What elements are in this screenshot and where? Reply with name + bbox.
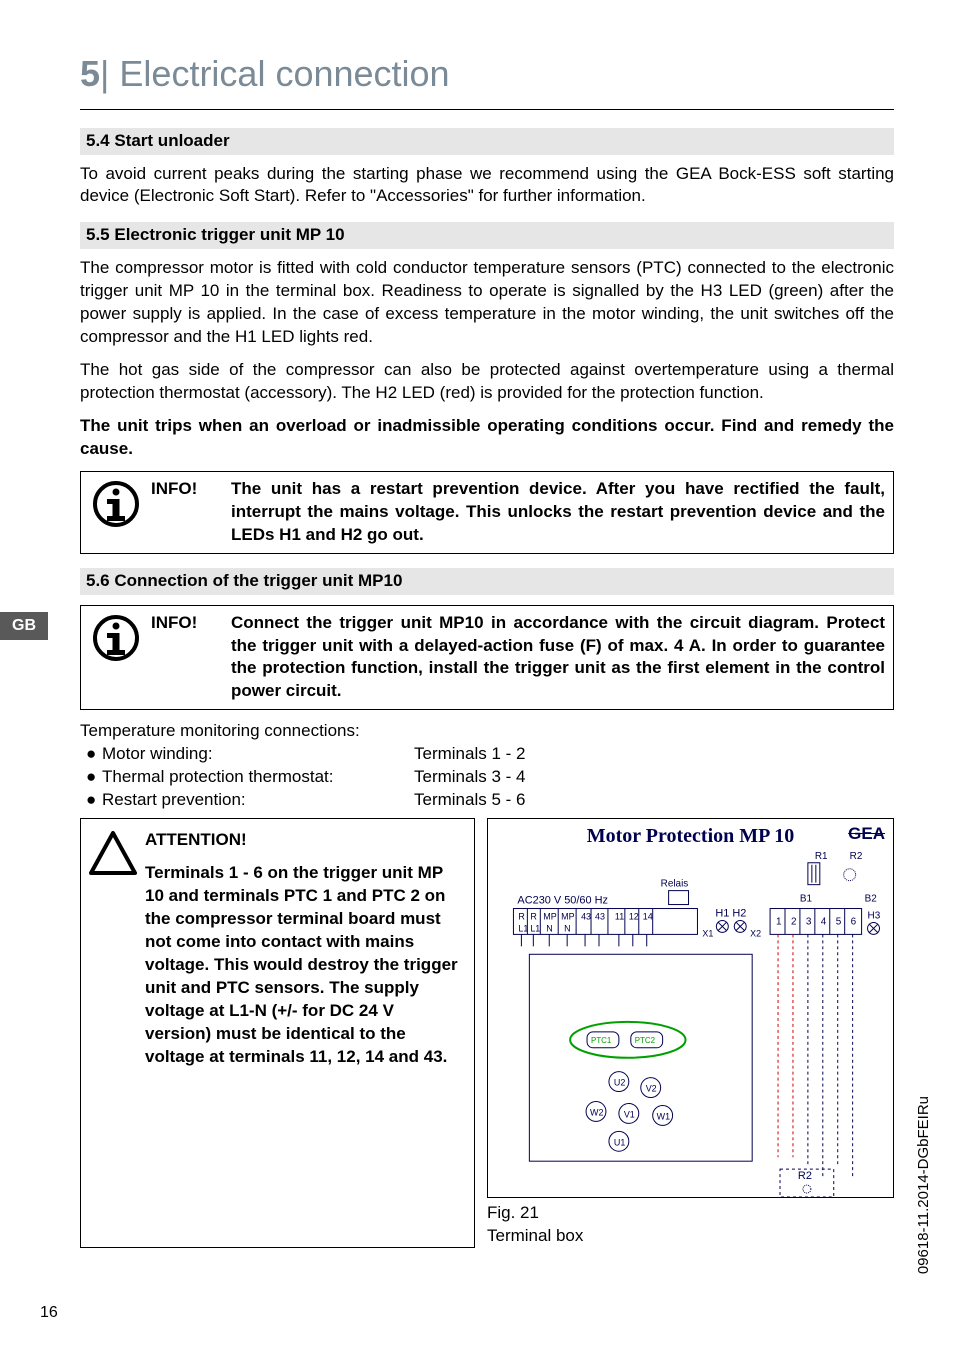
connection-row: ● Motor winding: Terminals 1 - 2 (80, 743, 894, 766)
section-5-4-body: To avoid current peaks during the starti… (80, 163, 894, 209)
gea-logo: GEA (848, 823, 885, 846)
connection-value: Terminals 3 - 4 (414, 766, 525, 789)
svg-text:2: 2 (791, 917, 797, 928)
connection-row: ● Restart prevention: Terminals 5 - 6 (80, 789, 894, 812)
svg-text:B2: B2 (865, 894, 878, 905)
bullet-icon: ● (80, 789, 102, 812)
svg-text:5: 5 (836, 917, 842, 928)
section-5-5-heading: 5.5 Electronic trigger unit MP 10 (80, 222, 894, 249)
attention-title: ATTENTION! (145, 829, 460, 852)
chapter-name: Electrical connection (119, 53, 449, 94)
chapter-bar: | (100, 53, 109, 94)
chapter-title: 5| Electrical connection (80, 50, 894, 99)
svg-text:R2: R2 (850, 851, 863, 862)
svg-text:R1: R1 (815, 851, 828, 862)
svg-text:MP: MP (543, 912, 556, 922)
connection-label: Thermal protection thermostat: (102, 766, 414, 789)
diagram-title: Motor Protection MP 10 (498, 823, 883, 850)
page-number: 16 (40, 1302, 58, 1324)
connection-row: ● Thermal protection thermostat: Termina… (80, 766, 894, 789)
language-tab: GB (0, 612, 48, 640)
ac-label: AC230 V 50/60 Hz (517, 895, 608, 907)
section-5-5-p2: The hot gas side of the compressor can a… (80, 359, 894, 405)
svg-text:H1 H2: H1 H2 (715, 908, 746, 920)
info-icon (89, 478, 143, 528)
svg-text:1: 1 (776, 917, 782, 928)
info-text-2: Connect the trigger unit MP10 in accorda… (223, 612, 885, 704)
attention-block: ATTENTION! Terminals 1 - 6 on the trigge… (80, 818, 475, 1248)
diagram-column: R1 R2 B1 B2 Relais AC230 V 50/60 Hz RR M… (487, 818, 894, 1248)
svg-text:6: 6 (851, 917, 857, 928)
info-block-2: INFO! Connect the trigger unit MP10 in a… (80, 605, 894, 711)
connections-list: Temperature monitoring connections: ● Mo… (80, 720, 894, 812)
svg-text:H3: H3 (868, 911, 881, 922)
info-label: INFO! (143, 478, 223, 501)
svg-text:X2: X2 (750, 928, 761, 938)
bullet-icon: ● (80, 766, 102, 789)
connection-label: Restart prevention: (102, 789, 414, 812)
svg-text:B1: B1 (800, 894, 813, 905)
motor-protection-diagram: R1 R2 B1 B2 Relais AC230 V 50/60 Hz RR M… (487, 818, 894, 1198)
svg-text:PTC1: PTC1 (591, 1036, 612, 1045)
svg-text:N: N (564, 923, 570, 933)
warning-icon (89, 829, 139, 1233)
svg-text:L1: L1 (530, 923, 540, 933)
section-5-6-heading: 5.6 Connection of the trigger unit MP10 (80, 568, 894, 595)
section-5-4-heading: 5.4 Start unloader (80, 128, 894, 155)
svg-text:12: 12 (629, 912, 639, 922)
section-5-5-p1: The compressor motor is fitted with cold… (80, 257, 894, 349)
svg-text:4: 4 (821, 917, 827, 928)
svg-text:43: 43 (595, 912, 605, 922)
horizontal-rule (80, 109, 894, 110)
svg-text:14: 14 (643, 912, 653, 922)
svg-text:U2: U2 (614, 1078, 625, 1088)
svg-text:PTC2: PTC2 (635, 1036, 656, 1045)
svg-text:R: R (518, 912, 525, 922)
svg-text:MP: MP (561, 912, 574, 922)
terminal-box-label: Terminal box (487, 1225, 894, 1248)
svg-text:V2: V2 (646, 1084, 657, 1094)
relais-label: Relais (661, 879, 689, 890)
info-block-1: INFO! The unit has a restart prevention … (80, 471, 894, 554)
svg-text:X1: X1 (702, 928, 713, 938)
connection-value: Terminals 5 - 6 (414, 789, 525, 812)
connections-title: Temperature monitoring connections: (80, 720, 894, 743)
info-label: INFO! (143, 612, 223, 635)
section-5-5-p3: The unit trips when an overload or inadm… (80, 415, 894, 461)
bullet-icon: ● (80, 743, 102, 766)
svg-text:W1: W1 (657, 1112, 670, 1122)
svg-text:11: 11 (615, 912, 624, 922)
svg-text:R: R (530, 912, 537, 922)
svg-text:W2: W2 (590, 1108, 603, 1118)
attention-text: Terminals 1 - 6 on the trigger unit MP 1… (145, 862, 460, 1068)
info-icon (89, 612, 143, 662)
figure-label: Fig. 21 (487, 1202, 894, 1225)
connection-label: Motor winding: (102, 743, 414, 766)
svg-text:V1: V1 (624, 1110, 635, 1120)
connection-value: Terminals 1 - 2 (414, 743, 525, 766)
svg-text:3: 3 (806, 917, 812, 928)
svg-text:N: N (546, 923, 552, 933)
info-text-1: The unit has a restart prevention device… (223, 478, 885, 547)
document-code: 09618-11.2014-DGbFEIRu (914, 1096, 934, 1274)
svg-text:U1: U1 (614, 1137, 625, 1147)
svg-text:R2: R2 (798, 1170, 812, 1182)
svg-text:43: 43 (581, 912, 591, 922)
chapter-number: 5 (80, 53, 100, 94)
